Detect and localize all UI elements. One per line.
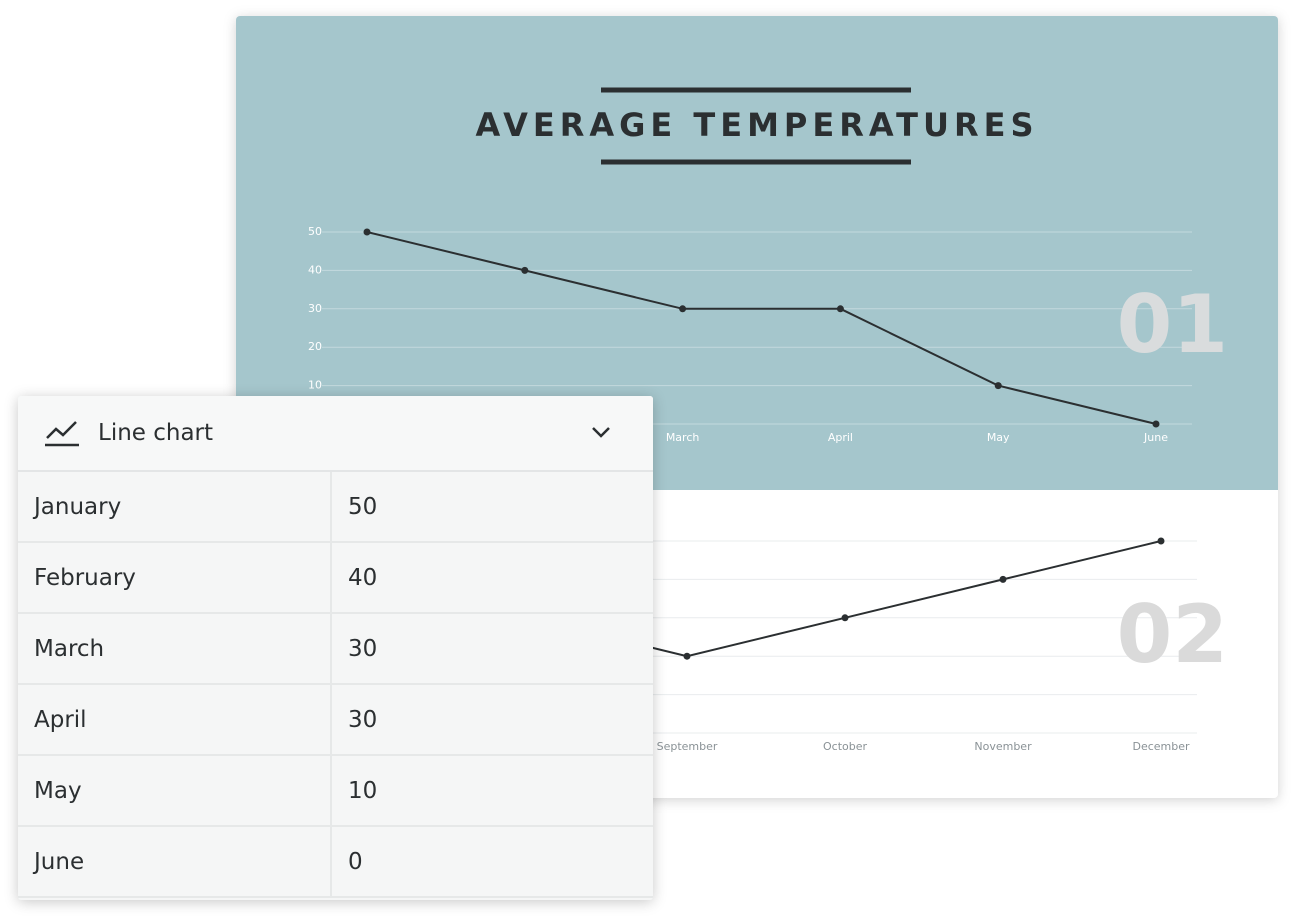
- table-row: February 40: [18, 543, 653, 614]
- data-point: [841, 614, 849, 622]
- dropdown-chevron[interactable]: [590, 424, 612, 440]
- row-value-cell[interactable]: 0: [348, 848, 363, 875]
- data-point: [679, 305, 687, 313]
- data-point: [683, 652, 691, 660]
- row-value-cell[interactable]: 30: [348, 635, 378, 662]
- y-tick-label: 40: [308, 263, 322, 276]
- x-tick-label: November: [974, 740, 1032, 753]
- chart-type-label: Line chart: [98, 420, 214, 446]
- data-line: [366, 231, 1157, 425]
- chart-badge: 02: [1117, 588, 1228, 681]
- x-tick-label: December: [1132, 740, 1190, 753]
- row-label-cell[interactable]: June: [18, 827, 332, 896]
- row-label-cell[interactable]: January: [18, 472, 332, 541]
- row-label-cell[interactable]: May: [18, 756, 332, 825]
- card-top: [236, 16, 1278, 490]
- table-row: March 30: [18, 614, 653, 685]
- x-tick-label: September: [657, 740, 718, 753]
- data-point: [999, 575, 1007, 583]
- data-editor: Line chart January 50 February 40 March 30 Apr…: [18, 396, 653, 900]
- data-point: [836, 305, 844, 313]
- chart-title: AVERAGE TEMPERATURES: [475, 106, 1038, 144]
- row-value-cell[interactable]: 40: [348, 564, 378, 591]
- row-value-cell[interactable]: 10: [348, 777, 378, 804]
- table-row: June 0: [18, 827, 653, 898]
- row-label-cell[interactable]: February: [18, 543, 332, 612]
- y-tick-label: 50: [308, 225, 322, 238]
- table-row: April 30: [18, 685, 653, 756]
- table-row: January 50: [18, 472, 653, 543]
- y-tick-label: 10: [308, 379, 322, 392]
- data-table: January 50 February 40 March 30 April 30 May 10 Ju…: [18, 472, 653, 898]
- x-tick-label: May: [987, 431, 1010, 444]
- data-point: [363, 228, 371, 236]
- table-row: May 10: [18, 756, 653, 827]
- chart-badge: 01: [1117, 278, 1228, 371]
- row-value-cell[interactable]: 50: [348, 493, 378, 520]
- data-point: [1152, 420, 1160, 428]
- data-point: [994, 382, 1002, 390]
- x-tick-label: April: [828, 431, 853, 444]
- x-tick-label: June: [1143, 431, 1168, 444]
- data-point: [1157, 537, 1165, 545]
- x-tick-label: March: [666, 431, 700, 444]
- row-label-cell[interactable]: April: [18, 685, 332, 754]
- row-value-cell[interactable]: 30: [348, 706, 378, 733]
- chart-type-select[interactable]: Line chart: [18, 396, 653, 472]
- y-tick-label: 30: [308, 302, 322, 315]
- line-chart-icon: [45, 421, 79, 447]
- data-point: [521, 266, 529, 274]
- x-tick-label: October: [823, 740, 867, 753]
- row-label-cell[interactable]: March: [18, 614, 332, 683]
- y-tick-label: 20: [308, 340, 322, 353]
